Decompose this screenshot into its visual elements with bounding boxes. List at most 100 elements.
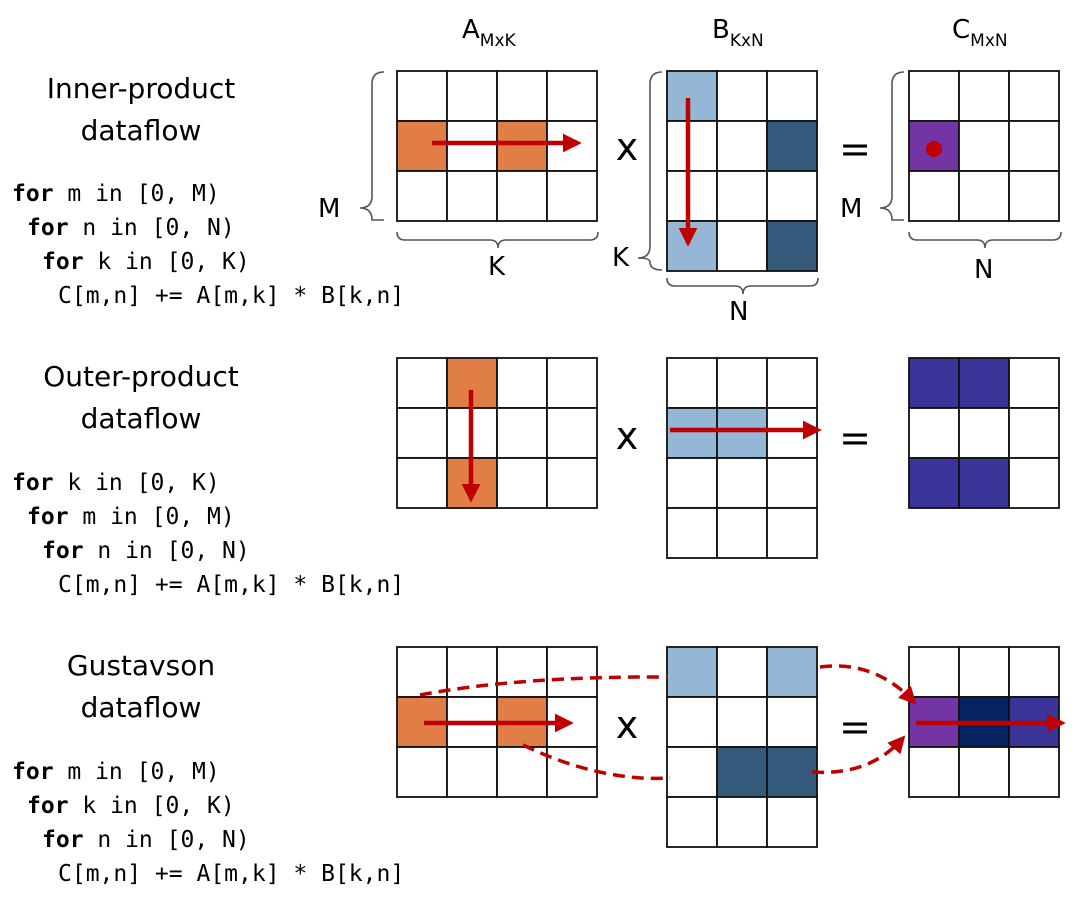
brace-c-n [908,231,1062,249]
outer-a-cell-1-0 [396,407,448,459]
inner-a-cell-0-3 [546,70,598,122]
gustavson-c-cell-0-2 [1008,646,1060,698]
gustavson-c-cell-2-0 [908,746,960,798]
gustavson-b-cell-2-0 [666,746,718,798]
code-gustavson-line2: for k in [0, K) [27,793,235,819]
inner-c-cell-0-2 [1008,70,1060,122]
outer-c-cell-0-0 [908,357,960,409]
gustavson-a-cell-0-2 [496,646,548,698]
inner-a-cell-0-2 [496,70,548,122]
inner-a-cell-2-0 [396,170,448,222]
gustavson-c-cell-0-1 [958,646,1010,698]
title-gustavson-line2: dataflow [81,691,202,724]
inner-a-cell-1-1 [446,120,498,172]
inner-b-cell-2-0 [666,170,718,222]
outer-b-cell-0-2 [766,357,818,409]
gustavson-b-cell-3-2 [766,796,818,848]
code-inner-line1: for m in [0, M) [12,181,220,207]
brace-a-k [396,231,599,249]
outer-matrix-b [666,357,818,559]
code-gustavson-line4: C[m,n] += A[m,k] * B[k,n] [58,861,404,887]
equals-operator-gustavson: = [839,705,871,749]
outer-matrix-a [396,357,598,509]
dim-label-k-a: K [488,252,506,282]
title-inner-line2: dataflow [81,114,202,147]
code-outer-line2: for m in [0, M) [27,504,235,530]
dashed-arrow-b-to-c-top [819,664,917,705]
outer-a-cell-0-0 [396,357,448,409]
equals-operator-outer: = [839,416,871,460]
inner-matrix-a [396,70,598,222]
outer-b-cell-2-0 [666,457,718,509]
dashed-link-a-to-b-top [419,675,669,697]
gustavson-b-cell-3-0 [666,796,718,848]
dot-inner-c [926,141,942,157]
outer-b-cell-3-1 [716,507,768,559]
inner-b-cell-3-1 [716,220,768,272]
outer-b-cell-3-0 [666,507,718,559]
inner-a-cell-1-2 [496,120,548,172]
inner-b-cell-0-0 [666,70,718,122]
dim-label-n-b: N [729,297,748,327]
equals-operator-inner: = [839,127,871,171]
gustavson-matrix-b [666,646,818,848]
inner-c-cell-2-1 [958,170,1010,222]
outer-c-cell-2-1 [958,457,1010,509]
inner-c-cell-2-2 [1008,170,1060,222]
dim-label-m-c: M [840,194,862,224]
outer-c-cell-0-1 [958,357,1010,409]
inner-a-cell-0-0 [396,70,448,122]
outer-b-cell-2-2 [766,457,818,509]
gustavson-a-cell-0-1 [446,646,498,698]
gustavson-b-cell-1-1 [716,696,768,748]
outer-b-cell-0-1 [716,357,768,409]
title-inner-line1: Inner-product [47,72,236,105]
inner-b-cell-3-0 [666,220,718,272]
title-outer-line2: dataflow [81,402,202,435]
inner-a-cell-0-1 [446,70,498,122]
header-c: CMxN [952,15,1008,51]
outer-b-cell-0-0 [666,357,718,409]
inner-b-cell-2-2 [766,170,818,222]
outer-a-cell-0-2 [496,357,548,409]
times-operator-inner: x [616,125,639,169]
gustavson-a-cell-0-3 [546,646,598,698]
gustavson-b-cell-0-0 [666,646,718,698]
outer-a-cell-2-0 [396,457,448,509]
code-outer-line4: C[m,n] += A[m,k] * B[k,n] [58,572,404,598]
gustavson-b-cell-2-2 [766,746,818,798]
inner-matrix-c [908,70,1060,222]
gustavson-a-cell-2-3 [546,746,598,798]
header-b: BKxN [712,15,764,51]
inner-a-cell-1-3 [546,120,598,172]
brace-c-m [879,71,905,221]
gustavson-matrix-c [908,646,1060,798]
gustavson-c-cell-2-1 [958,746,1010,798]
code-inner-line4: C[m,n] += A[m,k] * B[k,n] [58,283,404,309]
dashed-link-a-to-b-bottom [522,743,671,781]
inner-b-cell-0-2 [766,70,818,122]
outer-b-cell-1-0 [666,407,718,459]
outer-b-cell-1-2 [766,407,818,459]
inner-b-cell-1-0 [666,120,718,172]
gustavson-b-cell-1-0 [666,696,718,748]
gustavson-a-cell-2-0 [396,746,448,798]
outer-a-cell-2-3 [546,457,598,509]
outer-b-cell-2-1 [716,457,768,509]
inner-c-cell-2-0 [908,170,960,222]
title-outer-line1: Outer-product [43,360,239,393]
inner-c-cell-1-1 [958,120,1010,172]
inner-b-cell-1-2 [766,120,818,172]
inner-b-cell-1-1 [716,120,768,172]
inner-a-cell-2-1 [446,170,498,222]
inner-c-cell-0-0 [908,70,960,122]
outer-a-cell-0-3 [546,357,598,409]
code-inner-line3: for k in [0, K) [42,249,250,275]
gustavson-c-cell-2-2 [1008,746,1060,798]
gustavson-b-cell-2-1 [716,746,768,798]
outer-matrix-c [908,357,1060,509]
code-outer-line1: for k in [0, K) [12,470,220,496]
outer-a-cell-1-2 [496,407,548,459]
outer-a-cell-1-3 [546,407,598,459]
